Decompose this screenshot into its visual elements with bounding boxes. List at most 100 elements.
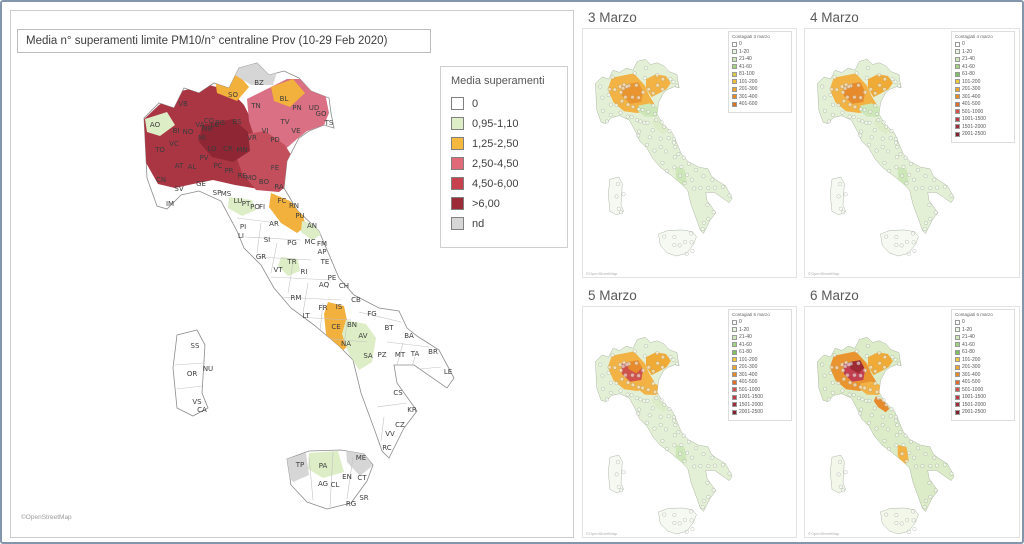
- legend-label: 41-60: [739, 63, 752, 70]
- mini-legend-title: Contagiati 3 marzo: [732, 34, 770, 39]
- province-label-rg: RG: [346, 500, 356, 508]
- province-label-mi: MI: [198, 134, 206, 142]
- osm-attribution: ©OpenStreetMap: [586, 531, 618, 536]
- province-label-li: LI: [238, 232, 244, 240]
- legend-label: 501-1000: [962, 108, 984, 115]
- legend-label: 301-400: [739, 93, 758, 100]
- legend-item: 1001-1500: [955, 394, 1012, 400]
- legend-item: 1-20: [955, 327, 1012, 333]
- province-label-is: IS: [336, 303, 343, 311]
- province-label-bs: BS: [232, 118, 242, 126]
- legend-swatch: [955, 342, 960, 347]
- legend-label: 301-400: [739, 371, 758, 378]
- legend-label: 61-80: [962, 71, 975, 77]
- legend-swatch: [955, 349, 960, 355]
- legend-label: 41-60: [962, 63, 975, 70]
- legend-swatch: [955, 71, 960, 77]
- province-label-pv: PV: [199, 154, 208, 162]
- mini-legend: Contagiati 6 marzo 0 1-20 21-40: [951, 309, 1015, 421]
- legend-item: 101-200: [955, 357, 1012, 363]
- legend-swatch: [451, 157, 464, 170]
- legend-swatch: [955, 394, 960, 400]
- province-label-tp: TP: [295, 461, 305, 469]
- italy-contagion-map-6-marzo[interactable]: [813, 329, 963, 544]
- province-label-pu: PU: [295, 212, 304, 220]
- legend-item: 4,50-6,00: [451, 177, 559, 190]
- legend-label: nd: [472, 217, 485, 230]
- legend-label: 101-200: [739, 78, 758, 85]
- legend-swatch: [955, 49, 960, 54]
- province-label-cr: CR: [223, 145, 233, 153]
- italy-contagion-map-4-marzo[interactable]: [813, 51, 963, 266]
- italy-contagion-map-5-marzo[interactable]: [591, 329, 741, 544]
- province-label-vb: VB: [178, 100, 188, 108]
- legend-swatch: [955, 124, 960, 129]
- mini-panel-4-marzo: 4 Marzo Contagiati 4 marzo 0 1-20: [802, 6, 1022, 280]
- province-label-po: PO: [250, 203, 260, 211]
- mini-legend: Contagiati 3 marzo 0 1-20 21-40: [728, 31, 792, 113]
- legend-item: 41-60: [955, 342, 1012, 348]
- italy-contagion-map-3-marzo[interactable]: [591, 51, 741, 266]
- province-label-en: EN: [342, 473, 352, 481]
- legend-swatch: [732, 342, 737, 347]
- province-label-bi: BI: [173, 127, 180, 135]
- legend-item: 0: [955, 319, 1012, 325]
- province-label-cz: CZ: [395, 421, 405, 429]
- legend-swatch: [732, 394, 737, 400]
- province-label-re: RE: [237, 172, 246, 180]
- legend-item: 0,95-1,10: [451, 117, 559, 130]
- province-label-ba: BA: [404, 332, 414, 340]
- province-label-bl: BL: [280, 95, 289, 103]
- legend-swatch: [732, 379, 737, 385]
- mini-map-area: Contagiati 4 marzo 0 1-20 21-40: [804, 28, 1020, 278]
- legend-swatch: [451, 197, 464, 210]
- legend-label: 61-80: [739, 349, 752, 355]
- province-label-si: SI: [264, 236, 271, 244]
- province-label-ts: TS: [324, 119, 334, 127]
- legend-item: 301-400: [955, 372, 1012, 378]
- legend-label: 1501-2000: [739, 401, 763, 408]
- province-label-sp: SP: [213, 189, 222, 197]
- legend-swatch: [955, 116, 960, 122]
- province-label-ms: MS: [221, 190, 232, 198]
- pm10-legend-items: 0 0,95-1,10 1,25-2,50 2,50-4,50 4,50-6,0…: [451, 97, 559, 230]
- legend-swatch: [451, 177, 464, 190]
- legend-item: 21-40: [955, 56, 1012, 62]
- legend-swatch: [955, 379, 960, 385]
- legend-label: >6,00: [472, 197, 500, 210]
- province-label-mc: MC: [305, 238, 316, 246]
- legend-item: nd: [451, 217, 559, 230]
- province-label-pr: PR: [224, 167, 233, 175]
- legend-item: 0: [732, 319, 789, 325]
- pm10-legend-title: Media superamenti: [451, 75, 545, 87]
- legend-item: 1501-2000: [955, 124, 1012, 130]
- legend-label: 2001-2500: [962, 131, 986, 137]
- osm-attribution: ©OpenStreetMap: [21, 514, 72, 521]
- legend-label: 301-400: [962, 371, 981, 378]
- legend-label: 2001-2500: [739, 409, 763, 415]
- province-label-mn: MN: [236, 146, 247, 154]
- province-label-tv: TV: [279, 118, 289, 126]
- legend-swatch: [732, 94, 737, 99]
- legend-item: 1001-1500: [732, 394, 789, 400]
- legend-label: 1,25-2,50: [472, 137, 519, 150]
- legend-swatch: [732, 409, 737, 415]
- pm10-legend: Media superamenti 0 0,95-1,10 1,25-2,50 …: [440, 66, 568, 248]
- mini-panel-6-marzo: 6 Marzo Contagiati 6 marzo 0 1-20: [802, 284, 1022, 540]
- legend-swatch: [955, 387, 960, 392]
- legend-item: 501-1000: [955, 109, 1012, 115]
- province-label-tr: TR: [286, 258, 296, 266]
- osm-attribution: ©OpenStreetMap: [808, 271, 840, 276]
- legend-label: 401-600: [739, 101, 758, 107]
- province-label-ss: SS: [191, 342, 200, 350]
- legend-label: 2001-2500: [962, 409, 986, 415]
- legend-label: 4,50-6,00: [472, 177, 519, 190]
- province-label-gr: GR: [256, 253, 266, 261]
- legend-label: 21-40: [962, 334, 975, 340]
- legend-item: 2001-2500: [955, 131, 1012, 137]
- osm-attribution: ©OpenStreetMap: [808, 531, 840, 536]
- province-label-ct: CT: [357, 474, 367, 482]
- legend-label: 201-300: [962, 364, 981, 370]
